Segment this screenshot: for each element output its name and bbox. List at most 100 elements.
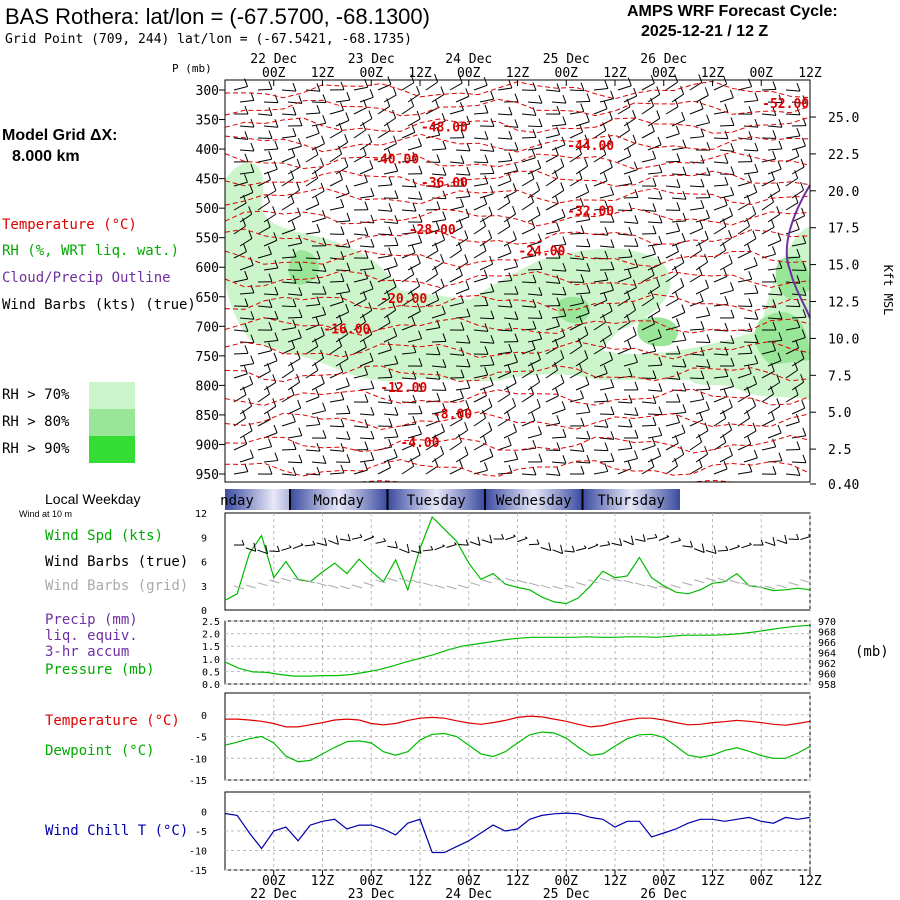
wind-barb-staff (305, 473, 321, 476)
wind-barb (239, 206, 253, 223)
wind-barb-staff (569, 449, 584, 452)
wind-barb-flag (674, 73, 679, 83)
wind-barb-staff (719, 455, 733, 463)
wind-barb (641, 123, 655, 139)
wind-barb (431, 402, 447, 415)
wind-barb (329, 391, 345, 403)
wind-barb-flag (458, 74, 463, 84)
wind-barb (233, 105, 249, 115)
wind-barb-flag (388, 369, 393, 378)
wind-barb-staff (671, 453, 685, 463)
surface-wind-barb (694, 543, 705, 584)
wind-barb-flag (802, 427, 807, 436)
wind-barb-staff (575, 292, 590, 295)
wind-barb-flag (242, 194, 247, 204)
wind-barb (743, 118, 759, 128)
wind-barb-flag (314, 170, 319, 179)
wind-barb (623, 279, 637, 295)
wind-barb-staff (383, 309, 396, 319)
wind-barb-staff (407, 262, 421, 271)
wind-barb-staff (335, 120, 350, 127)
wind-barb-staff (497, 180, 512, 187)
wind-barb (719, 378, 735, 391)
wind-barb-staff (719, 341, 734, 344)
wind-barb (713, 242, 727, 259)
surface-wind-barb (540, 542, 552, 589)
wind-barb (287, 117, 303, 127)
wind-barb-flag (754, 334, 759, 343)
grid-barb-staff (233, 585, 245, 590)
wind-barb-flag (386, 122, 391, 131)
wind-barb-flag (268, 321, 273, 331)
wind-barb-staff (263, 381, 277, 391)
wind-barb (761, 218, 775, 235)
wind-barb-staff (617, 85, 632, 91)
wind-barb-staff (239, 171, 254, 175)
wind-barb (695, 307, 711, 319)
wind-barb-staff (263, 125, 278, 128)
wind-barb (263, 140, 279, 151)
surface-barb-staff (269, 550, 280, 553)
isotherm-label: -8.00 (433, 408, 472, 423)
wind-barb (449, 155, 465, 164)
wind-barb-staff (473, 374, 488, 379)
wind-barb-staff (599, 460, 615, 463)
wind-barb-staff (785, 256, 801, 259)
wind-barb-staff (713, 353, 728, 356)
wind-barb (623, 258, 639, 271)
wind-barb (545, 147, 559, 163)
wind-barb-flag (682, 358, 687, 368)
top-date-label: 26 Dec (640, 52, 687, 67)
wind-barb-staff (401, 352, 416, 355)
surface-barb-staff (694, 548, 705, 553)
wind-barb (425, 179, 441, 188)
wind-barb (545, 275, 561, 284)
wind-barb-flag (674, 435, 679, 444)
wind-barb-flag (292, 106, 297, 116)
wind-barb-flag (628, 368, 633, 377)
wind-barb (623, 301, 637, 319)
wind-barb-staff (551, 382, 565, 391)
wind-barb-staff (281, 327, 296, 331)
wind-barb-staff (233, 352, 249, 355)
wind-barb-flag (538, 261, 543, 270)
wind-barb-flag (772, 342, 777, 351)
pressure-tick-label: 650 (196, 291, 219, 306)
wind-barb (689, 128, 705, 139)
wind-barb (503, 119, 519, 128)
wind-barb-staff (689, 328, 705, 331)
wind-barb-staff (425, 400, 440, 403)
wind-barb-flag (506, 194, 511, 203)
wind-barb-flag (682, 166, 687, 175)
wind-barb-flag (387, 267, 392, 277)
wind-barb-flag (676, 393, 681, 403)
wind-barb-staff (311, 357, 324, 367)
wind-barb-staff (647, 243, 662, 247)
bottom-date-label: 24 Dec (445, 887, 492, 900)
wind-barb (497, 272, 513, 283)
wind-barb (545, 297, 561, 307)
wind-barb-flag (297, 399, 302, 409)
wind-barb (257, 171, 271, 187)
wind-barb (623, 215, 639, 224)
wind-barb-staff (785, 421, 800, 427)
surface-barb-flag (583, 545, 587, 549)
wind-barb-staff (545, 325, 560, 331)
wind-barb-staff (287, 316, 303, 319)
wind-barb-flag (626, 314, 631, 323)
surface-barb-staff (340, 538, 351, 542)
wind-barb (425, 392, 441, 403)
surface-barb-flag (312, 540, 316, 545)
wind-barb-staff (743, 341, 759, 344)
wind-barb-flag (532, 466, 537, 476)
wind-barb (407, 383, 423, 392)
surface-barb-staff (800, 536, 811, 541)
wind-barb-flag (274, 140, 279, 150)
wind-barb (335, 350, 349, 367)
wind-barb-staff (407, 197, 422, 200)
wind-barb (383, 355, 399, 367)
wind-barb (743, 355, 759, 367)
wind-barb-flag (658, 406, 663, 415)
wind-barb-staff (689, 466, 703, 475)
grid-barb-staff (705, 577, 717, 582)
